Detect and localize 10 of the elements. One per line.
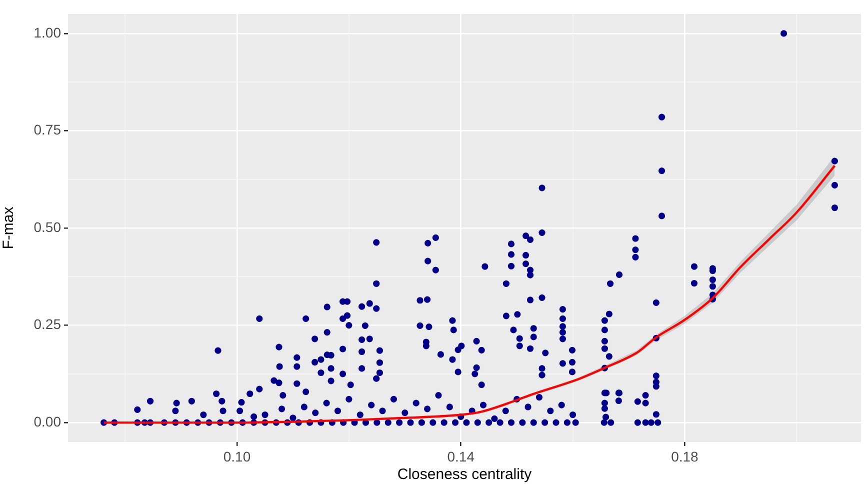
x-axis-title: Closeness centrality	[397, 466, 532, 484]
y-tick-label: 0.00	[34, 413, 62, 430]
y-tick-label: 0.50	[34, 218, 62, 235]
y-axis-title: F-max	[0, 206, 18, 250]
x-tick-label: 0.18	[671, 448, 699, 464]
y-tick-label: 0.75	[34, 122, 62, 138]
y-tick-label: 1.00	[34, 24, 62, 40]
y-tick-label: 0.25	[34, 316, 62, 332]
x-tick-label: 0.14	[447, 448, 475, 464]
x-tick-label: 0.10	[223, 448, 251, 464]
